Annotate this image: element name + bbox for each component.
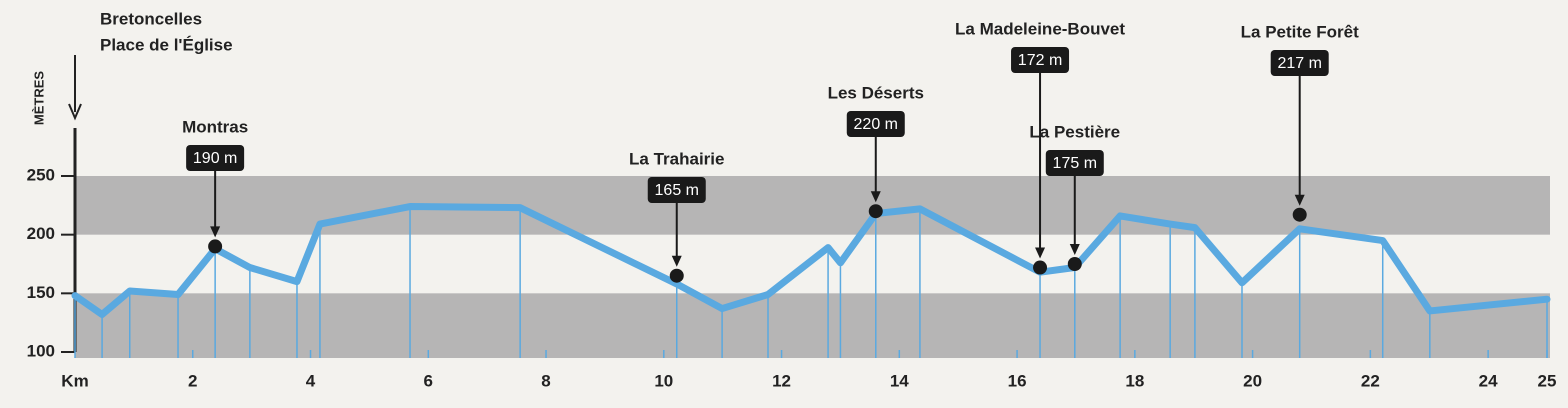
waypoint-name: Montras [182, 117, 248, 136]
y-tick-label: 100 [27, 341, 55, 360]
start-arrow-head [68, 103, 82, 121]
x-tick-label: 6 [424, 371, 433, 390]
x-tick-label: 20 [1243, 371, 1262, 390]
pointer-head [870, 191, 881, 203]
x-tick-label: 2 [188, 371, 197, 390]
band [75, 293, 1550, 358]
elevation-line [71, 203, 1551, 318]
waypoint-dot [1292, 207, 1307, 222]
x-tick-label: 16 [1008, 371, 1027, 390]
x-tick-label: 12 [772, 371, 791, 390]
value-box [846, 111, 905, 137]
pointer-head [671, 255, 682, 267]
x-tick-label: 18 [1125, 371, 1144, 390]
value-label: 220 m [854, 116, 898, 133]
x-tick-label: 8 [541, 371, 550, 390]
value-label: 165 m [655, 182, 699, 199]
chart-title: Place de l'Église [100, 35, 233, 54]
waypoint-dot [1067, 257, 1082, 271]
value-box [1270, 50, 1329, 76]
value-label: 190 m [193, 150, 237, 167]
y-axis-label: MÈTRES [31, 71, 46, 126]
waypoint-dot [1033, 260, 1048, 275]
chart-title: Bretoncelles [100, 9, 202, 28]
waypoint-name: La Pestière [1029, 122, 1120, 141]
x-tick-label: 4 [306, 371, 316, 390]
y-tick-label: 150 [27, 283, 55, 302]
y-tick-label: 250 [27, 165, 55, 184]
value-box [186, 145, 245, 171]
pointer-head [1035, 247, 1046, 259]
value-box [647, 177, 706, 203]
waypoint-name: La Trahairie [629, 149, 724, 168]
value-label: 217 m [1277, 55, 1321, 72]
value-box [1011, 47, 1070, 73]
x-tick-label: 24 [1479, 371, 1498, 390]
waypoint-name: La Madeleine-Bouvet [955, 19, 1125, 38]
waypoint-dot [868, 204, 883, 219]
pointer-head [1294, 194, 1305, 206]
value-box [1045, 150, 1104, 176]
value-label: 175 m [1053, 155, 1097, 172]
waypoint-name: Les Déserts [828, 83, 924, 102]
x-tick-label: 22 [1361, 371, 1380, 390]
value-label: 172 m [1018, 52, 1062, 69]
waypoint-dot [669, 268, 684, 283]
x-tick-label: Km [61, 371, 88, 390]
pointer-head [1069, 244, 1080, 255]
waypoint-name: La Petite Forêt [1241, 22, 1359, 41]
x-tick-label: 14 [890, 371, 909, 390]
pointer-head [210, 226, 221, 238]
waypoint-dot [208, 239, 223, 254]
x-tick-label: 25 [1538, 371, 1557, 390]
band [75, 176, 1550, 235]
x-tick-label: 10 [654, 371, 673, 390]
y-tick-label: 200 [27, 224, 55, 243]
